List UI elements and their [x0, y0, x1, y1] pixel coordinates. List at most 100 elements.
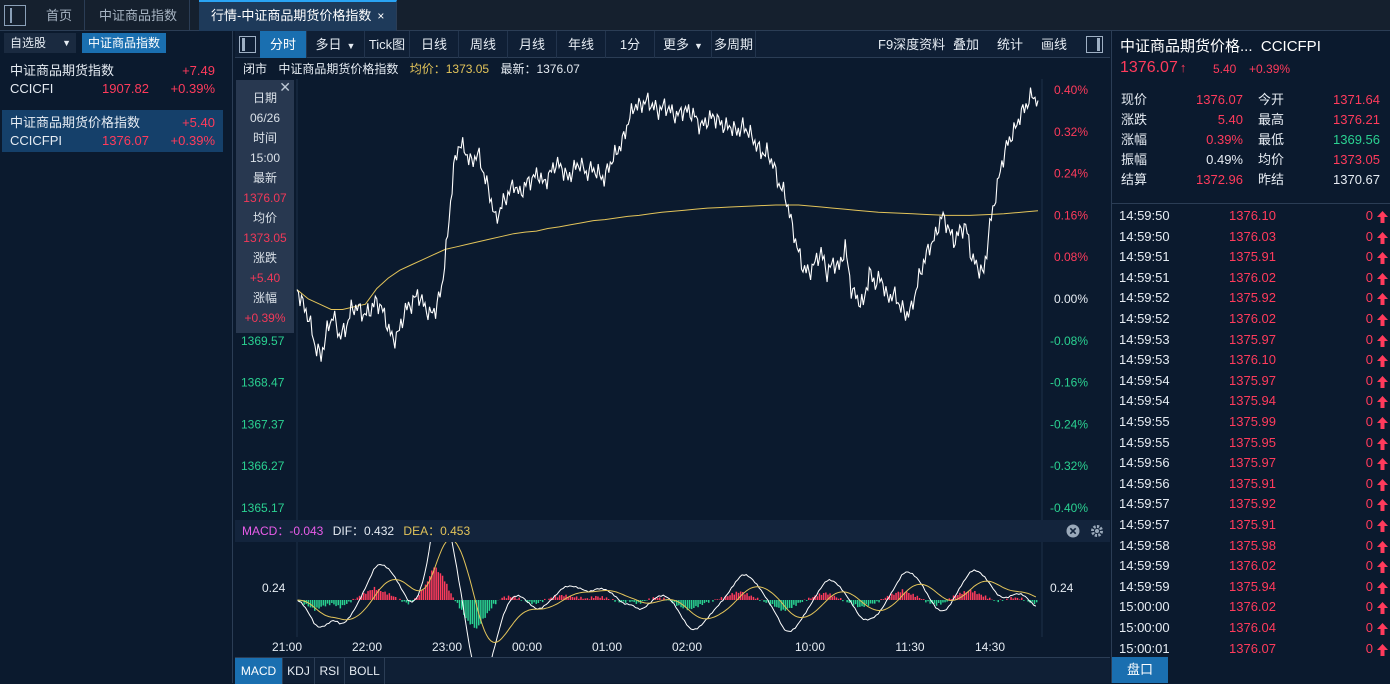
macd-bar — [840, 598, 842, 600]
period-button-year[interactable]: 年线 — [557, 31, 606, 58]
indicator-tab-rsi[interactable]: RSI — [315, 658, 345, 684]
macd-bar — [1021, 598, 1023, 600]
macd-bar — [693, 600, 695, 608]
macd-bar — [972, 592, 974, 600]
macd-bar — [874, 600, 876, 604]
stat-label: 振幅 — [1121, 150, 1147, 170]
macd-bar — [866, 600, 868, 604]
macd-bar — [791, 600, 793, 608]
tick-time: 14:59:56 — [1119, 453, 1170, 474]
f9-deep-data-button[interactable]: F9深度资料 — [878, 31, 945, 58]
macd-bar — [714, 599, 716, 600]
macd-bar — [633, 600, 635, 602]
close-tooltip-icon[interactable]: ✕ — [279, 80, 291, 94]
macd-bar — [501, 598, 503, 600]
macd-bar — [940, 600, 942, 605]
macd-bar — [595, 596, 597, 600]
tab-home[interactable]: 首页 — [34, 0, 85, 31]
item-change: +5.40 — [182, 114, 215, 132]
macd-bar — [912, 594, 914, 600]
multi-period-button[interactable]: 多周期 — [712, 31, 756, 58]
period-button-day[interactable]: 日线 — [410, 31, 459, 58]
macd-bar — [391, 596, 393, 600]
indicator-tab-macd[interactable]: MACD — [235, 658, 283, 684]
indicator-tab-kdj[interactable]: KDJ — [283, 658, 315, 684]
macd-bar — [421, 591, 423, 600]
macd-bar — [457, 600, 459, 603]
macd-bar — [970, 590, 972, 600]
period-button-week[interactable]: 周线 — [459, 31, 508, 58]
macd-bar — [369, 590, 371, 600]
more-button[interactable]: 更多▼ — [655, 31, 712, 58]
market-status: 闭市 — [243, 62, 267, 76]
tick-price: 1376.02 — [1229, 597, 1276, 618]
commodity-index-filter[interactable]: 中证商品指数 — [82, 33, 166, 53]
period-button-1min[interactable]: 1分 — [606, 31, 655, 58]
period-button-multiday[interactable]: 多日▼ — [307, 31, 365, 58]
arrow-up-icon — [1377, 376, 1388, 388]
watchlist-dropdown[interactable]: 自选股▼ — [4, 33, 76, 53]
macd-bar — [338, 600, 340, 605]
tick-volume: 0 — [1366, 206, 1373, 227]
tooltip-last-label: 最新 — [236, 168, 294, 188]
macd-bar — [625, 600, 627, 603]
macd-bar — [987, 599, 989, 600]
tick-price: 1376.07 — [1229, 639, 1276, 660]
tick-price: 1375.91 — [1229, 247, 1276, 268]
arrow-up-icon — [1377, 623, 1388, 635]
tab-quote-active[interactable]: 行情-中证商品期货价格指数× — [199, 0, 397, 31]
macd-bar — [318, 600, 320, 609]
overlay-button[interactable]: 叠加 — [953, 31, 979, 58]
tooltip-pct: +0.39% — [236, 308, 294, 328]
order-book-button[interactable]: 盘口 — [1112, 657, 1168, 683]
instrument-title: 中证商品期货价格... CCICFPI — [1120, 35, 1321, 56]
macd-bar — [593, 598, 595, 600]
macd-bar — [548, 599, 550, 600]
time-axis-tick: 01:00 — [592, 640, 622, 654]
sidebar-toggle-icon[interactable] — [4, 5, 26, 26]
macd-bar — [484, 600, 486, 618]
period-label: 多周期 — [714, 37, 753, 52]
tick-price: 1376.02 — [1229, 268, 1276, 289]
macd-bar — [823, 593, 825, 600]
macd-bar — [435, 568, 437, 600]
collapse-right-icon[interactable] — [1086, 36, 1103, 53]
macd-bar — [776, 600, 778, 607]
item-name: 中证商品期货价格指数 — [10, 114, 140, 132]
macd-bar — [629, 600, 631, 602]
collapse-left-icon[interactable] — [239, 36, 256, 53]
indicator-tab-boll[interactable]: BOLL — [345, 658, 385, 684]
tab-commodity-index[interactable]: 中证商品指数 — [87, 0, 190, 31]
right-axis-tick: -0.40% — [1050, 501, 1088, 515]
left-axis-tick: 1369.57 — [241, 334, 285, 348]
macd-bar — [836, 597, 838, 600]
stat-value: 1372.96 — [1196, 170, 1243, 190]
draw-line-button[interactable]: 画线 — [1041, 31, 1067, 58]
period-button-month[interactable]: 月线 — [508, 31, 557, 58]
close-tab-icon[interactable]: × — [377, 9, 384, 23]
last-price-label: 最新：1376.07 — [500, 62, 579, 76]
tick-time: 14:59:50 — [1119, 206, 1170, 227]
period-button-tick[interactable]: Tick图 — [365, 31, 410, 58]
tick-time: 14:59:53 — [1119, 350, 1170, 371]
stat-value: 1371.64 — [1333, 90, 1380, 110]
close-indicator-icon[interactable] — [1066, 524, 1080, 538]
statistics-button[interactable]: 统计 — [997, 31, 1023, 58]
arrow-up-icon — [1377, 355, 1388, 367]
macd-bar — [648, 598, 650, 600]
arrow-up-icon — [1377, 417, 1388, 429]
macd-bar — [983, 597, 985, 600]
macd-bar — [355, 600, 357, 601]
macd-bar — [1019, 599, 1021, 600]
gear-icon[interactable] — [1090, 524, 1104, 538]
period-button-intraday[interactable]: 分时 — [260, 31, 307, 58]
macd-bar — [708, 600, 710, 603]
